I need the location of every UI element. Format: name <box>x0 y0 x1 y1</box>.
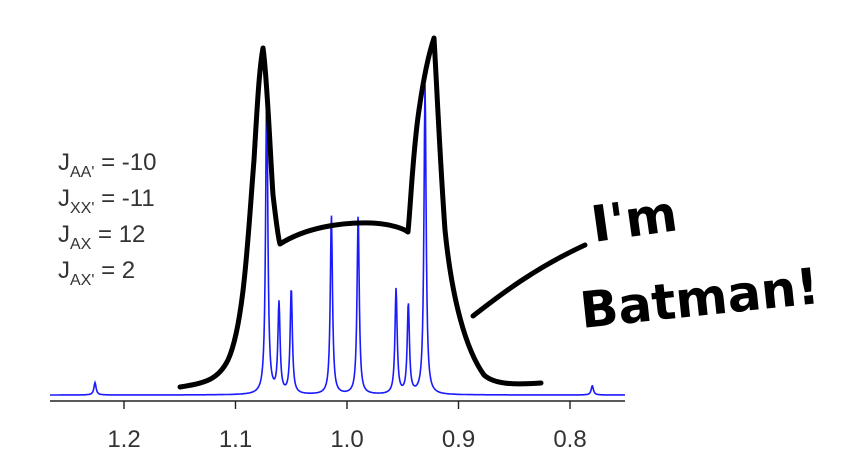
pointer-line-doodle <box>470 242 588 319</box>
coupling-constants: JAA' = -10 JXX' = -11 JAX = 12 JAX' = 2 <box>58 149 156 289</box>
x-tick-label: 1.1 <box>219 426 252 453</box>
coupling-constant-label: JXX' = -11 <box>58 185 155 217</box>
x-tick-label: 0.9 <box>442 426 475 453</box>
coupling-constant-label: JAA' = -10 <box>58 149 156 181</box>
x-tick-label: 0.8 <box>553 426 586 453</box>
coupling-constant-label: JAX = 12 <box>58 221 145 253</box>
batman-outline-doodle <box>177 35 544 390</box>
coupling-constant-label: JAX' = 2 <box>58 257 135 289</box>
x-tick-label: 1.2 <box>107 426 140 453</box>
spectrum-line <box>50 84 625 396</box>
doodle-text-line1: I'm <box>588 184 681 253</box>
x-axis-ticks: 1.2 1.1 1.0 0.9 0.8 <box>107 401 587 453</box>
x-tick-label: 1.0 <box>330 426 363 453</box>
doodle-text-line2: Batman! <box>577 257 822 340</box>
